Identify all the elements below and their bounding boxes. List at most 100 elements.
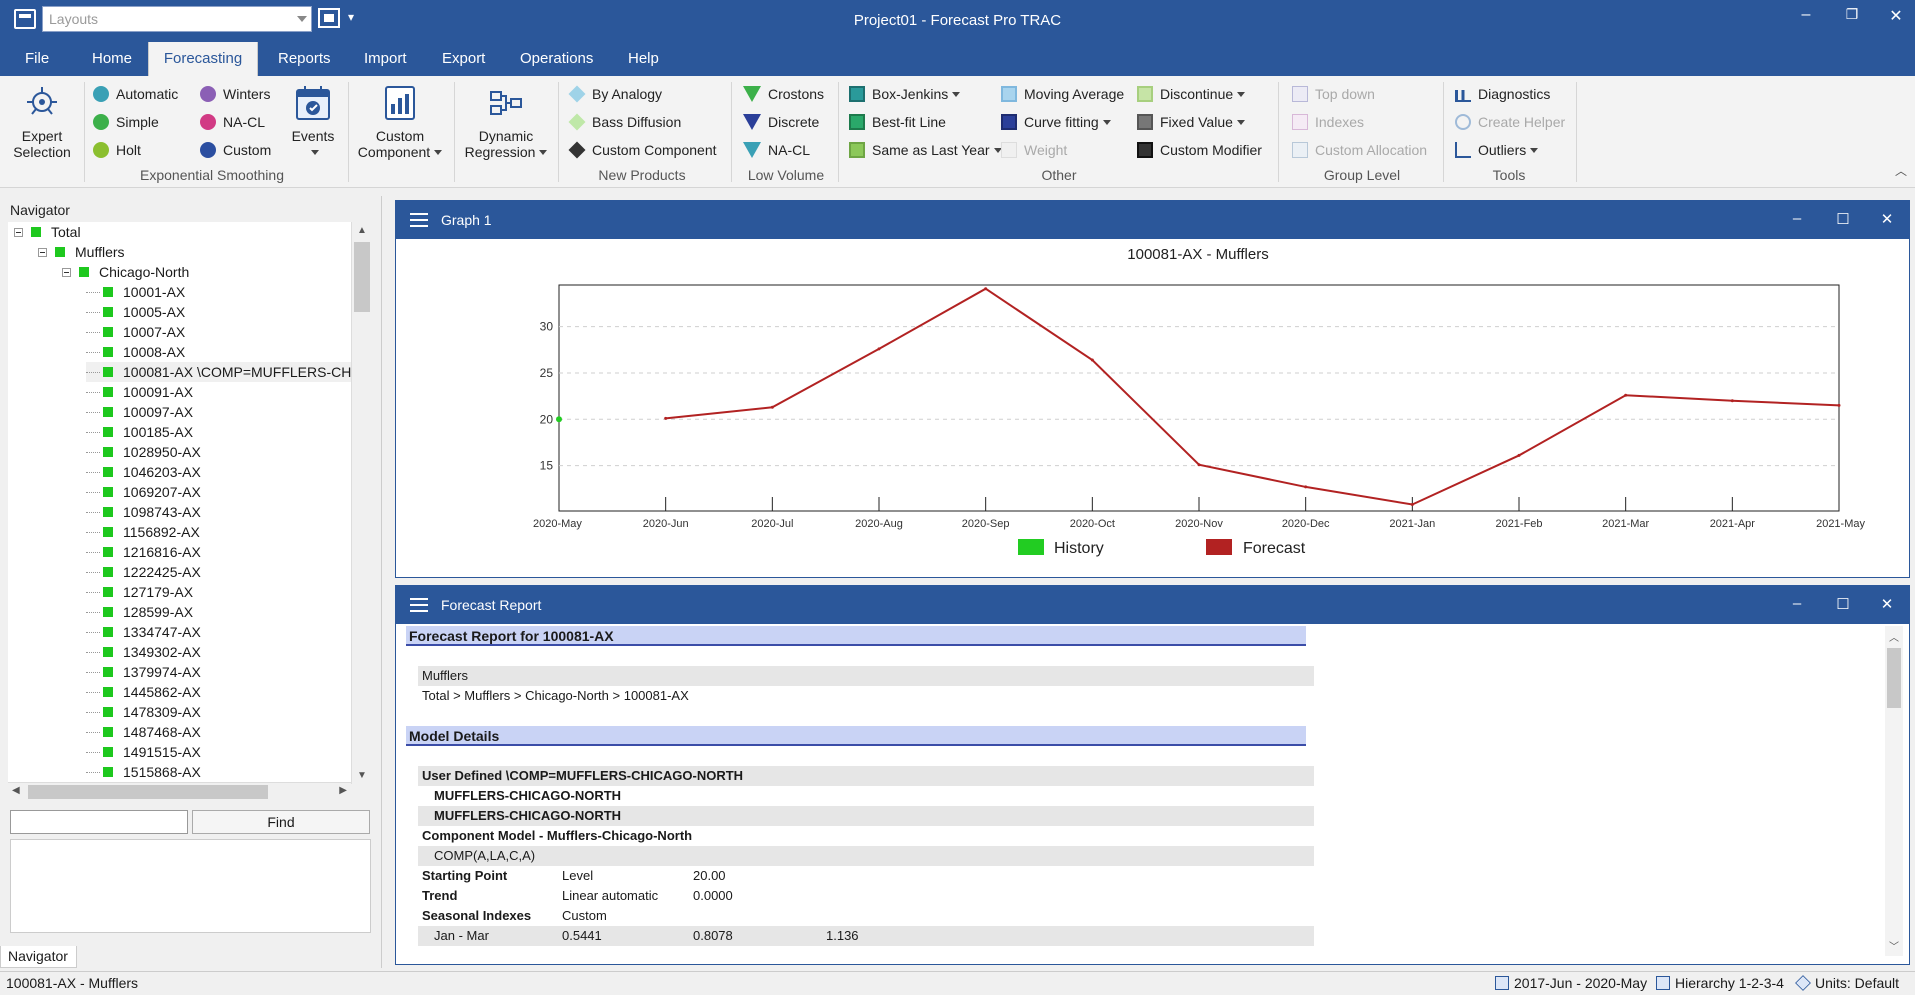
find-button[interactable]: Find xyxy=(192,810,370,834)
tab-operations[interactable]: Operations xyxy=(520,50,594,67)
tree-node[interactable]: 1069207-AX xyxy=(86,482,201,502)
curve-fitting-button[interactable]: Curve fitting xyxy=(1001,114,1111,130)
panel-close-button[interactable]: ✕ xyxy=(1880,596,1894,613)
tree-node[interactable]: 1156892-AX xyxy=(86,522,200,542)
tree-node[interactable]: 10001-AX xyxy=(86,282,185,302)
scroll-thumb[interactable] xyxy=(28,785,268,799)
panel-minimize-button[interactable]: – xyxy=(1792,210,1802,227)
tree-node[interactable]: 1445862-AX xyxy=(86,682,201,702)
tree-node[interactable]: 1379974-AX xyxy=(86,662,201,682)
top-down-button[interactable]: Top down xyxy=(1292,86,1375,102)
collapse-toggle-icon[interactable] xyxy=(62,268,71,277)
panel-maximize-button[interactable]: ☐ xyxy=(1836,211,1850,228)
scroll-up-icon[interactable]: ▲ xyxy=(357,225,367,236)
scroll-left-icon[interactable]: ◀ xyxy=(12,785,20,796)
panel-close-button[interactable]: ✕ xyxy=(1880,211,1894,228)
quick-access-dropdown-icon[interactable]: ▾ xyxy=(348,10,355,24)
tree-node[interactable]: 1491515-AX xyxy=(86,742,201,762)
tab-help[interactable]: Help xyxy=(628,50,659,67)
tree-node[interactable]: 1334747-AX xyxy=(86,622,201,642)
layout-manager-icon[interactable] xyxy=(318,8,340,28)
collapse-toggle-icon[interactable] xyxy=(14,228,23,237)
expert-selection-button[interactable]: Expert Selection xyxy=(8,84,76,160)
tree-node[interactable]: 1028950-AX xyxy=(86,442,201,462)
tree-node[interactable]: 1478309-AX xyxy=(86,702,201,722)
custom-component-button[interactable]: Custom Component xyxy=(352,84,448,160)
collapse-toggle-icon[interactable] xyxy=(38,248,47,257)
best-fit-line-button[interactable]: Best-fit Line xyxy=(849,114,946,130)
scroll-up-icon[interactable]: ︿ xyxy=(1889,633,1899,644)
tree-node[interactable]: 1222425-AX xyxy=(86,562,201,582)
outliers-button[interactable]: Outliers xyxy=(1455,142,1539,158)
tree-node[interactable]: Mufflers xyxy=(38,242,125,262)
bass-diffusion-button[interactable]: Bass Diffusion xyxy=(568,113,681,131)
tree-node[interactable]: 1216816-AX xyxy=(86,542,201,562)
panel-menu-icon[interactable] xyxy=(410,598,428,612)
scroll-thumb[interactable] xyxy=(1887,648,1901,708)
dynamic-regression-button[interactable]: Dynamic Regression xyxy=(458,84,554,160)
tree-node[interactable]: 100091-AX xyxy=(86,382,193,402)
fixed-value-button[interactable]: Fixed Value xyxy=(1137,114,1245,130)
navigator-tab[interactable]: Navigator xyxy=(0,946,77,968)
status-hierarchy[interactable]: Hierarchy 1-2-3-4 xyxy=(1656,975,1784,991)
discrete-button[interactable]: Discrete xyxy=(743,114,819,130)
scroll-down-icon[interactable]: ▼ xyxy=(357,770,367,781)
report-vertical-scrollbar[interactable]: ︿ ﹀ xyxy=(1885,626,1903,956)
na-cl-button[interactable]: NA-CL xyxy=(200,114,265,130)
status-date-range[interactable]: 2017-Jun - 2020-May xyxy=(1495,975,1647,991)
tree-node[interactable]: 128599-AX xyxy=(86,602,193,622)
status-units[interactable]: Units: Default xyxy=(1795,975,1899,991)
app-menu-icon[interactable] xyxy=(14,9,36,29)
tab-file[interactable]: File xyxy=(25,50,50,67)
scroll-right-icon[interactable]: ▶ xyxy=(339,785,347,796)
tree-node[interactable]: 1349302-AX xyxy=(86,642,201,662)
tab-import[interactable]: Import xyxy=(364,50,407,67)
tree-node[interactable]: 100081-AX \COMP=MUFFLERS-CH xyxy=(86,362,352,382)
panel-menu-icon[interactable] xyxy=(410,213,428,227)
discontinue-button[interactable]: Discontinue xyxy=(1137,86,1246,102)
panel-minimize-button[interactable]: – xyxy=(1792,595,1802,612)
tree-node[interactable]: Total xyxy=(14,222,81,242)
tree-node[interactable]: 127179-AX xyxy=(86,582,193,602)
tree-node[interactable]: 1487468-AX xyxy=(86,722,201,742)
new-products-custom-component-button[interactable]: Custom Component xyxy=(568,141,717,159)
ribbon-collapse-icon[interactable]: ︿ xyxy=(1894,164,1907,178)
minimize-button[interactable]: – xyxy=(1801,6,1811,23)
tree-node[interactable]: 100097-AX xyxy=(86,402,193,422)
restore-button[interactable]: ❐ xyxy=(1845,6,1859,22)
tree-node[interactable]: 1515868-AX xyxy=(86,762,201,782)
close-button[interactable]: ✕ xyxy=(1889,8,1903,25)
tab-home[interactable]: Home xyxy=(92,50,133,67)
tree-node[interactable]: 1046203-AX xyxy=(86,462,201,482)
by-analogy-button[interactable]: By Analogy xyxy=(568,85,662,103)
moving-average-button[interactable]: Moving Average xyxy=(1001,86,1124,102)
layouts-combo[interactable]: Layouts xyxy=(42,6,312,32)
find-input[interactable] xyxy=(10,810,188,834)
tab-export[interactable]: Export xyxy=(442,50,486,67)
tab-reports[interactable]: Reports xyxy=(278,50,331,67)
box-jenkins-button[interactable]: Box-Jenkins xyxy=(849,86,961,102)
tree-node[interactable]: 10007-AX xyxy=(86,322,185,342)
tree-node[interactable]: Chicago-North xyxy=(62,262,189,282)
tree-node[interactable]: 1098743-AX xyxy=(86,502,201,522)
tree-node[interactable]: 100185-AX xyxy=(86,422,193,442)
scroll-thumb[interactable] xyxy=(354,242,370,312)
crostons-button[interactable]: Crostons xyxy=(743,86,824,102)
tree-horizontal-scrollbar[interactable]: ◀ ▶ xyxy=(8,782,351,800)
low-volume-na-cl-button[interactable]: NA-CL xyxy=(743,142,810,158)
tree-node[interactable]: 10008-AX xyxy=(86,342,185,362)
events-button[interactable]: Events xyxy=(286,84,340,160)
winters-button[interactable]: Winters xyxy=(200,86,270,102)
weight-button[interactable]: Weight xyxy=(1001,142,1067,158)
same-as-last-year-button[interactable]: Same as Last Year xyxy=(849,142,1002,158)
holt-button[interactable]: Holt xyxy=(93,142,141,158)
tree-node[interactable]: 10005-AX xyxy=(86,302,185,322)
automatic-button[interactable]: Automatic xyxy=(93,86,178,102)
custom-button[interactable]: Custom xyxy=(200,142,271,158)
diagnostics-button[interactable]: Diagnostics xyxy=(1455,86,1550,102)
simple-button[interactable]: Simple xyxy=(93,114,159,130)
indexes-button[interactable]: Indexes xyxy=(1292,114,1364,130)
panel-maximize-button[interactable]: ☐ xyxy=(1836,596,1850,613)
create-helper-button[interactable]: Create Helper xyxy=(1455,114,1565,130)
scroll-down-icon[interactable]: ﹀ xyxy=(1889,942,1899,953)
